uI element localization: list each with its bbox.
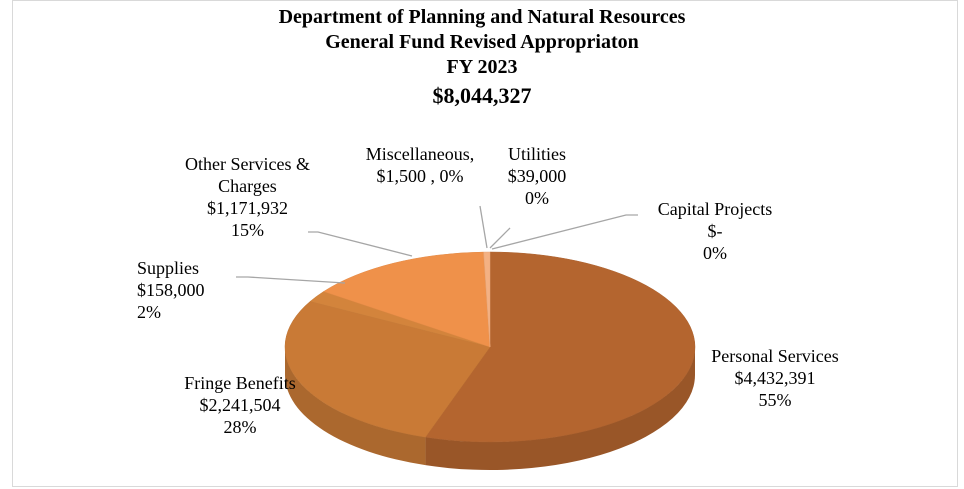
- category-label: Supplies: [137, 258, 200, 278]
- category-label: Utilities: [508, 144, 566, 164]
- category-label: Other Services & Charges: [185, 154, 310, 196]
- pie-sides: [285, 347, 695, 470]
- data-label: Supplies $158,000 2%: [137, 257, 287, 323]
- percent-label: 55%: [758, 390, 792, 410]
- percent-label: 28%: [223, 417, 257, 437]
- category-label: Fringe Benefits: [184, 373, 296, 393]
- category-label: Capital Projects: [657, 199, 773, 219]
- data-label: Other Services & Charges $1,171,932 15%: [160, 153, 335, 241]
- value-label: $1,171,932: [207, 198, 288, 218]
- value-line: $1,500 , 0%: [340, 165, 500, 187]
- pie-slice: [483, 251, 491, 348]
- data-label: Capital Projects $- 0%: [630, 198, 800, 264]
- pie-slice-side: [425, 347, 695, 470]
- percent-label: 2%: [137, 302, 161, 322]
- chart-title: General Fund Revised Appropriaton: [325, 31, 639, 53]
- percent-label: 0%: [525, 188, 549, 208]
- category-label: Personal Services: [711, 346, 839, 366]
- category-label: Miscellaneous,: [365, 144, 475, 164]
- leader-line: [479, 205, 488, 249]
- value-label: $158,000: [137, 280, 205, 300]
- percent-label: 15%: [231, 220, 264, 240]
- chart-border: [12, 0, 958, 487]
- pie-slice-side: [285, 347, 426, 466]
- pie-slice: [284, 301, 491, 438]
- data-label: Fringe Benefits $2,241,504 28%: [140, 372, 340, 438]
- value-label: $1,500 ,: [376, 166, 436, 186]
- leader-line: [489, 227, 511, 249]
- percent-label: 0%: [703, 243, 727, 263]
- value-label: $2,241,504: [199, 395, 281, 415]
- value-label: $39,000: [507, 166, 567, 186]
- leader-lines: [236, 205, 638, 284]
- pie-slice: [323, 251, 491, 348]
- data-label: Personal Services $4,432,391 55%: [680, 345, 870, 411]
- data-label: Utilities $39,000 0%: [487, 143, 587, 209]
- chart-title: Department of Planning and Natural Resou…: [278, 6, 686, 28]
- chart-title: FY 2023: [446, 56, 518, 78]
- data-label: Miscellaneous, $1,500 , 0%: [340, 143, 500, 187]
- leader-line: [236, 276, 346, 284]
- pie-tops: [284, 251, 696, 443]
- pie-slice: [424, 251, 696, 443]
- percent-label: 0%: [439, 166, 464, 186]
- chart-title: $8,044,327: [432, 83, 532, 108]
- value-label: $4,432,391: [734, 368, 816, 388]
- leader-line: [308, 231, 413, 257]
- value-label: $-: [707, 221, 723, 241]
- leader-line: [491, 214, 638, 250]
